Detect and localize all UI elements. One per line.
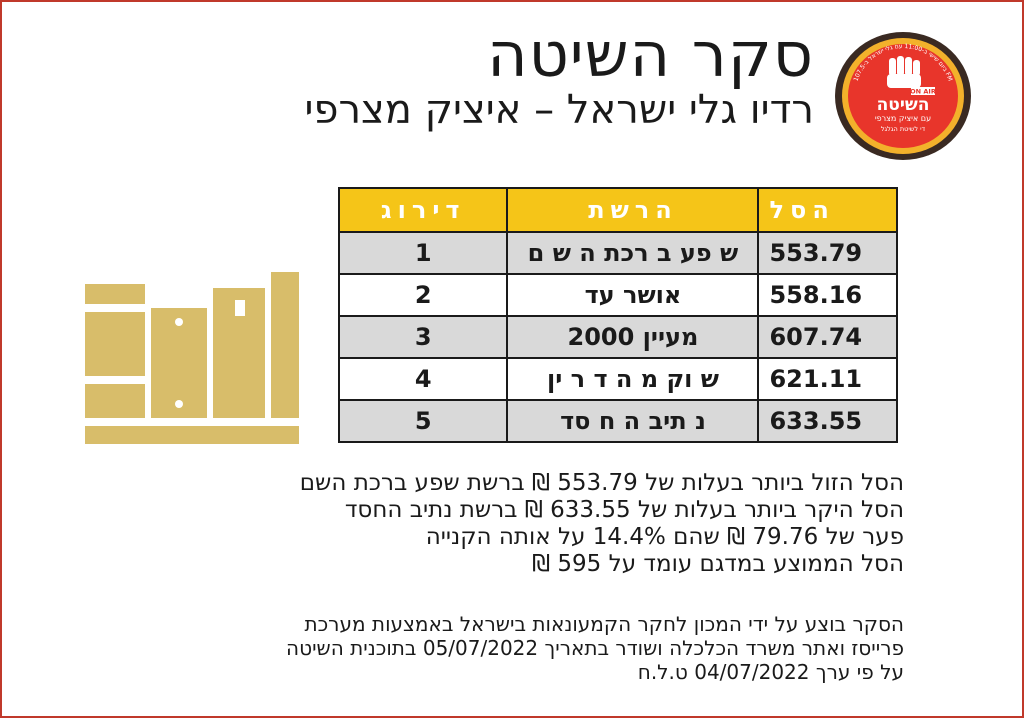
cell-price: 553.79 bbox=[757, 231, 898, 275]
table-row: 558.16 אושר עד 2 bbox=[337, 273, 898, 317]
footnote-line: הסקר בוצע על ידי המכון לחקר הקמעונאות בי… bbox=[304, 612, 904, 636]
logo-bottom-text: די לשיטת הגלגל bbox=[881, 125, 926, 133]
footnote-line: פרייסז ואתר משרד הכלכלה ושודר בתאריך 05/… bbox=[286, 636, 904, 660]
table-row: 633.55 נ תיב ה ח סד 5 bbox=[337, 399, 898, 443]
table-row: 607.74 מעיין 2000 3 bbox=[337, 315, 898, 359]
cell-network: ש וק מ ה ד ר ין bbox=[506, 357, 760, 401]
cell-network: נ תיב ה ח סד bbox=[506, 399, 760, 443]
cell-rank: 3 bbox=[337, 315, 509, 359]
cell-rank: 5 bbox=[337, 399, 509, 443]
summary-line: הסל הזול ביותר בעלות של 553.79 ₪ ברשת שפ… bbox=[299, 470, 904, 496]
cell-price: 607.74 bbox=[757, 315, 898, 359]
cell-rank: 1 bbox=[337, 231, 509, 275]
books-icon bbox=[85, 272, 299, 444]
cell-network: ש פע ב רכת ה ש ם bbox=[506, 231, 760, 275]
logo-badge: ON AIR bbox=[910, 88, 936, 96]
cell-price: 633.55 bbox=[757, 399, 898, 443]
cell-price: 558.16 bbox=[757, 273, 898, 317]
footnote-line: על פי ערך 04/07/2022 ט.ל.ח bbox=[637, 660, 904, 684]
logo-tagline: עם איציק מצרפי bbox=[875, 114, 931, 123]
cell-network: מעיין 2000 bbox=[506, 315, 760, 359]
header-network: הרשת bbox=[506, 187, 760, 233]
cell-price: 621.11 bbox=[757, 357, 898, 401]
page-subtitle: רדיו גלי ישראל – איציק מצרפי bbox=[304, 87, 814, 133]
cell-network: אושר עד bbox=[506, 273, 760, 317]
logo-emblem: ביום שישי ב-11:00 עם גלי ישראל ב-107.5 F… bbox=[835, 32, 971, 160]
summary-line: פער של 79.76 ₪ שהם 14.4% על אותה הקנייה bbox=[425, 524, 904, 550]
header-rank: דירוג bbox=[337, 187, 509, 233]
summary-text: הסל הזול ביותר בעלות של 553.79 ₪ ברשת שפ… bbox=[84, 470, 904, 578]
summary-line: הסל הממוצע במדגם עומד על 595 ₪ bbox=[532, 551, 904, 577]
cell-rank: 2 bbox=[337, 273, 509, 317]
price-table: הסל הרשת דירוג 553.79 ש פע ב רכת ה ש ם 1… bbox=[337, 187, 898, 443]
table-row: 621.11 ש וק מ ה ד ר ין 4 bbox=[337, 357, 898, 401]
summary-line: הסל היקר ביותר בעלות של 633.55 ₪ ברשת נת… bbox=[344, 497, 904, 523]
cell-rank: 4 bbox=[337, 357, 509, 401]
footnote-text: הסקר בוצע על ידי המכון לחקר הקמעונאות בי… bbox=[24, 612, 904, 684]
header-price: הסל bbox=[757, 187, 898, 233]
table-header-row: הסל הרשת דירוג bbox=[337, 187, 898, 233]
page-title: סקר השיטה bbox=[487, 18, 814, 91]
fist-icon bbox=[887, 56, 921, 88]
table-row: 553.79 ש פע ב רכת ה ש ם 1 bbox=[337, 231, 898, 275]
logo-name: השיטה bbox=[877, 95, 930, 115]
